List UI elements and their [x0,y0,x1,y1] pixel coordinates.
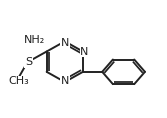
Text: CH₃: CH₃ [9,76,29,86]
Text: N: N [61,38,69,48]
Text: NH₂: NH₂ [24,35,46,45]
Text: S: S [25,57,32,67]
Text: N: N [61,76,69,86]
Text: N: N [80,46,89,57]
